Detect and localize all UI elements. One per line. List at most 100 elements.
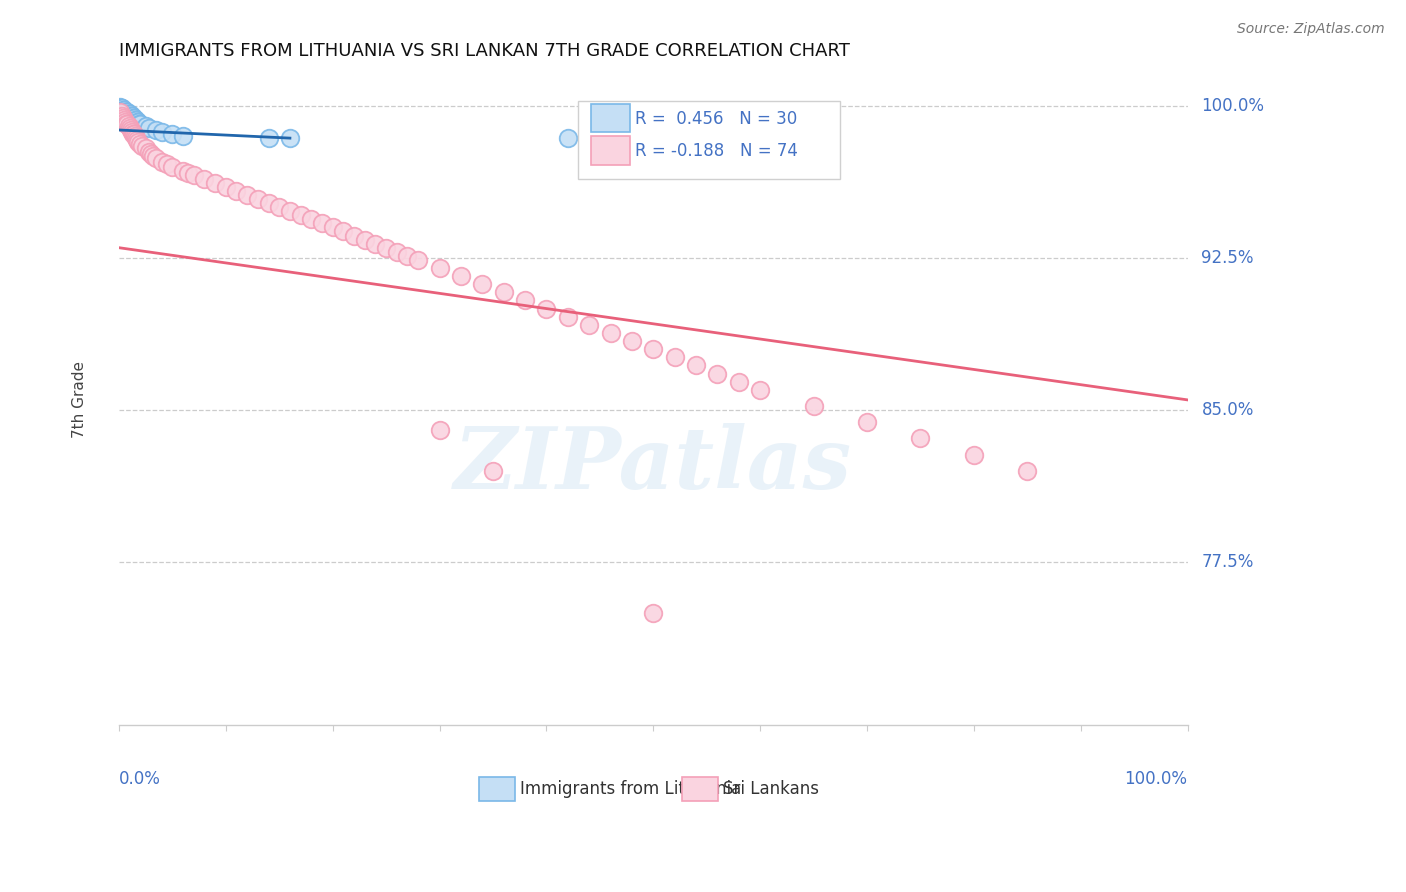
Point	[803, 399, 825, 413]
Point	[513, 293, 536, 308]
FancyBboxPatch shape	[578, 101, 841, 179]
Point	[150, 125, 173, 139]
Point	[215, 179, 238, 194]
Point	[108, 100, 131, 114]
Text: Source: ZipAtlas.com: Source: ZipAtlas.com	[1237, 22, 1385, 37]
Text: ZIPatlas: ZIPatlas	[454, 423, 852, 507]
Text: Sri Lankans: Sri Lankans	[723, 780, 818, 797]
Point	[120, 123, 142, 137]
Point	[353, 233, 375, 247]
FancyBboxPatch shape	[592, 136, 630, 165]
Text: 92.5%: 92.5%	[1202, 249, 1254, 267]
Point	[121, 125, 143, 139]
Point	[599, 326, 621, 340]
Point	[111, 109, 134, 123]
Point	[125, 131, 148, 145]
Point	[162, 127, 184, 141]
Point	[406, 252, 429, 267]
Point	[536, 301, 558, 316]
Point	[111, 101, 134, 115]
Text: 77.5%: 77.5%	[1202, 553, 1254, 571]
Point	[620, 334, 643, 348]
Text: 0.0%: 0.0%	[120, 770, 160, 788]
Point	[246, 192, 269, 206]
Point	[183, 168, 205, 182]
FancyBboxPatch shape	[479, 777, 516, 801]
Text: 85.0%: 85.0%	[1202, 401, 1254, 419]
Point	[108, 104, 131, 119]
Point	[471, 277, 494, 292]
Point	[706, 367, 728, 381]
Text: R = -0.188   N = 74: R = -0.188 N = 74	[636, 142, 799, 161]
Point	[364, 236, 387, 251]
Point	[664, 351, 686, 365]
Text: 100.0%: 100.0%	[1202, 96, 1264, 115]
Point	[112, 103, 135, 117]
Point	[1017, 464, 1039, 478]
Point	[177, 166, 200, 180]
Text: IMMIGRANTS FROM LITHUANIA VS SRI LANKAN 7TH GRADE CORRELATION CHART: IMMIGRANTS FROM LITHUANIA VS SRI LANKAN …	[120, 42, 849, 60]
Point	[125, 112, 148, 127]
Point	[115, 104, 138, 119]
Point	[122, 127, 145, 141]
FancyBboxPatch shape	[592, 103, 630, 132]
Point	[236, 188, 259, 202]
Point	[150, 155, 173, 169]
Point	[129, 117, 152, 131]
Point	[121, 111, 143, 125]
Point	[225, 184, 247, 198]
Point	[749, 383, 772, 397]
Point	[112, 111, 135, 125]
Point	[749, 131, 772, 145]
Point	[172, 163, 194, 178]
Point	[257, 196, 280, 211]
Point	[299, 212, 322, 227]
Point	[110, 101, 132, 115]
Point	[269, 200, 291, 214]
Point	[112, 112, 135, 127]
Point	[135, 141, 157, 155]
Point	[117, 119, 139, 133]
Point	[492, 285, 515, 300]
Point	[115, 117, 138, 131]
Point	[856, 415, 879, 429]
Point	[910, 432, 932, 446]
Point	[127, 135, 149, 149]
Point	[643, 606, 665, 620]
Point	[118, 107, 141, 121]
Point	[643, 342, 665, 356]
Point	[193, 171, 215, 186]
Point	[278, 131, 301, 145]
FancyBboxPatch shape	[682, 777, 718, 801]
Point	[557, 310, 579, 324]
Point	[557, 131, 579, 145]
Point	[156, 157, 179, 171]
Point	[396, 249, 419, 263]
Text: Immigrants from Lithuania: Immigrants from Lithuania	[520, 780, 741, 797]
Point	[124, 129, 146, 144]
Point	[578, 318, 600, 332]
Point	[121, 109, 143, 123]
Point	[128, 117, 150, 131]
Point	[114, 115, 136, 129]
Point	[117, 104, 139, 119]
Point	[129, 137, 152, 152]
Point	[114, 104, 136, 119]
Point	[118, 120, 141, 135]
Point	[311, 216, 333, 230]
Point	[138, 120, 160, 135]
Point	[145, 152, 167, 166]
Point	[685, 359, 707, 373]
Point	[122, 111, 145, 125]
Point	[322, 220, 344, 235]
Point	[124, 112, 146, 127]
Point	[145, 123, 167, 137]
Text: 7th Grade: 7th Grade	[72, 361, 87, 438]
Point	[204, 176, 226, 190]
Point	[332, 224, 354, 238]
Point	[131, 139, 153, 153]
Point	[429, 423, 451, 437]
Text: R =  0.456   N = 30: R = 0.456 N = 30	[636, 110, 797, 128]
Point	[138, 145, 160, 160]
Point	[162, 160, 184, 174]
